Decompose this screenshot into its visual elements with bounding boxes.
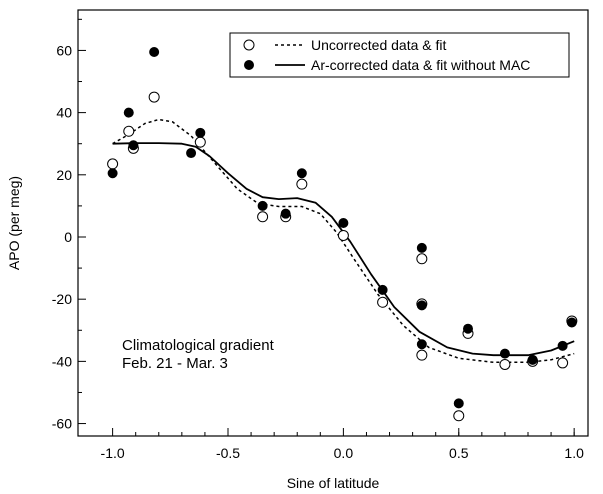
legend-label-ar-corrected: Ar-corrected data & fit without MAC [311,57,530,73]
x-tick-label: -0.5 [216,445,240,461]
data-point-ar-corrected [195,127,206,138]
data-point-uncorrected [257,211,269,223]
data-point-uncorrected [296,178,308,190]
data-point-ar-corrected [499,348,510,359]
plot-frame [77,9,589,437]
data-point-ar-corrected [296,168,307,179]
fit-line-ar-corrected [112,142,575,357]
data-point-ar-corrected [107,168,118,179]
data-point-ar-corrected [416,242,427,253]
data-point-ar-corrected [377,284,388,295]
x-tick-label: 0.5 [449,445,469,461]
data-point-ar-corrected [128,140,139,151]
y-tick-label: -60 [52,416,72,432]
x-tick-label: 1.0 [564,445,584,461]
data-point-ar-corrected [453,398,464,409]
x-axis-label: Sine of latitude [287,475,380,491]
data-point-ar-corrected [280,208,291,219]
data-point-ar-corrected [463,323,473,334]
data-point-uncorrected [416,349,428,361]
data-point-ar-corrected [416,300,427,311]
data-point-uncorrected [557,357,569,369]
data-point-uncorrected [107,158,119,170]
data-point-uncorrected [337,229,349,241]
x-tick-label: -1.0 [101,445,125,461]
annotation-line-1: Climatological gradient [122,337,275,354]
data-point-ar-corrected [566,317,577,328]
data-point-ar-corrected [123,107,134,118]
legend-marker-ar-corrected [244,60,254,70]
data-point-uncorrected [194,136,206,148]
y-tick-label: -20 [52,291,72,307]
legend: Uncorrected data & fit Ar-corrected data… [229,32,570,78]
y-tick-label: 40 [56,105,72,121]
legend-box [229,32,570,78]
data-point-ar-corrected [186,148,197,159]
data-point-uncorrected [453,410,465,422]
data-point-uncorrected [499,358,511,370]
climatology-annotation: Climatological gradient Feb. 21 - Mar. 3 [122,337,275,372]
x-tick-label: 0.0 [334,445,354,461]
y-tick-label: -40 [52,353,72,369]
data-point-ar-corrected [557,340,568,351]
y-tick-label: 20 [56,167,72,183]
plot-area [107,46,578,422]
data-point-ar-corrected [338,218,349,228]
y-axis: -60 -40 -20 0 20 40 60 [52,18,86,432]
y-tick-label: 60 [56,42,72,58]
legend-label-uncorrected: Uncorrected data & fit [311,37,447,53]
data-point-ar-corrected [416,339,427,350]
annotation-line-2: Feb. 21 - Mar. 3 [122,355,228,372]
data-point-ar-corrected [257,200,268,211]
y-tick-label: 0 [64,229,72,245]
data-point-uncorrected [377,296,389,308]
data-point-ar-corrected [149,46,160,57]
data-point-uncorrected [123,125,135,137]
x-axis: -1.0 -0.5 0.0 0.5 1.0 [101,428,584,461]
data-point-uncorrected [148,91,160,103]
data-point-ar-corrected [527,354,538,365]
data-point-uncorrected [416,253,428,265]
y-axis-label: APO (per meg) [6,176,22,270]
legend-marker-uncorrected [243,39,255,51]
